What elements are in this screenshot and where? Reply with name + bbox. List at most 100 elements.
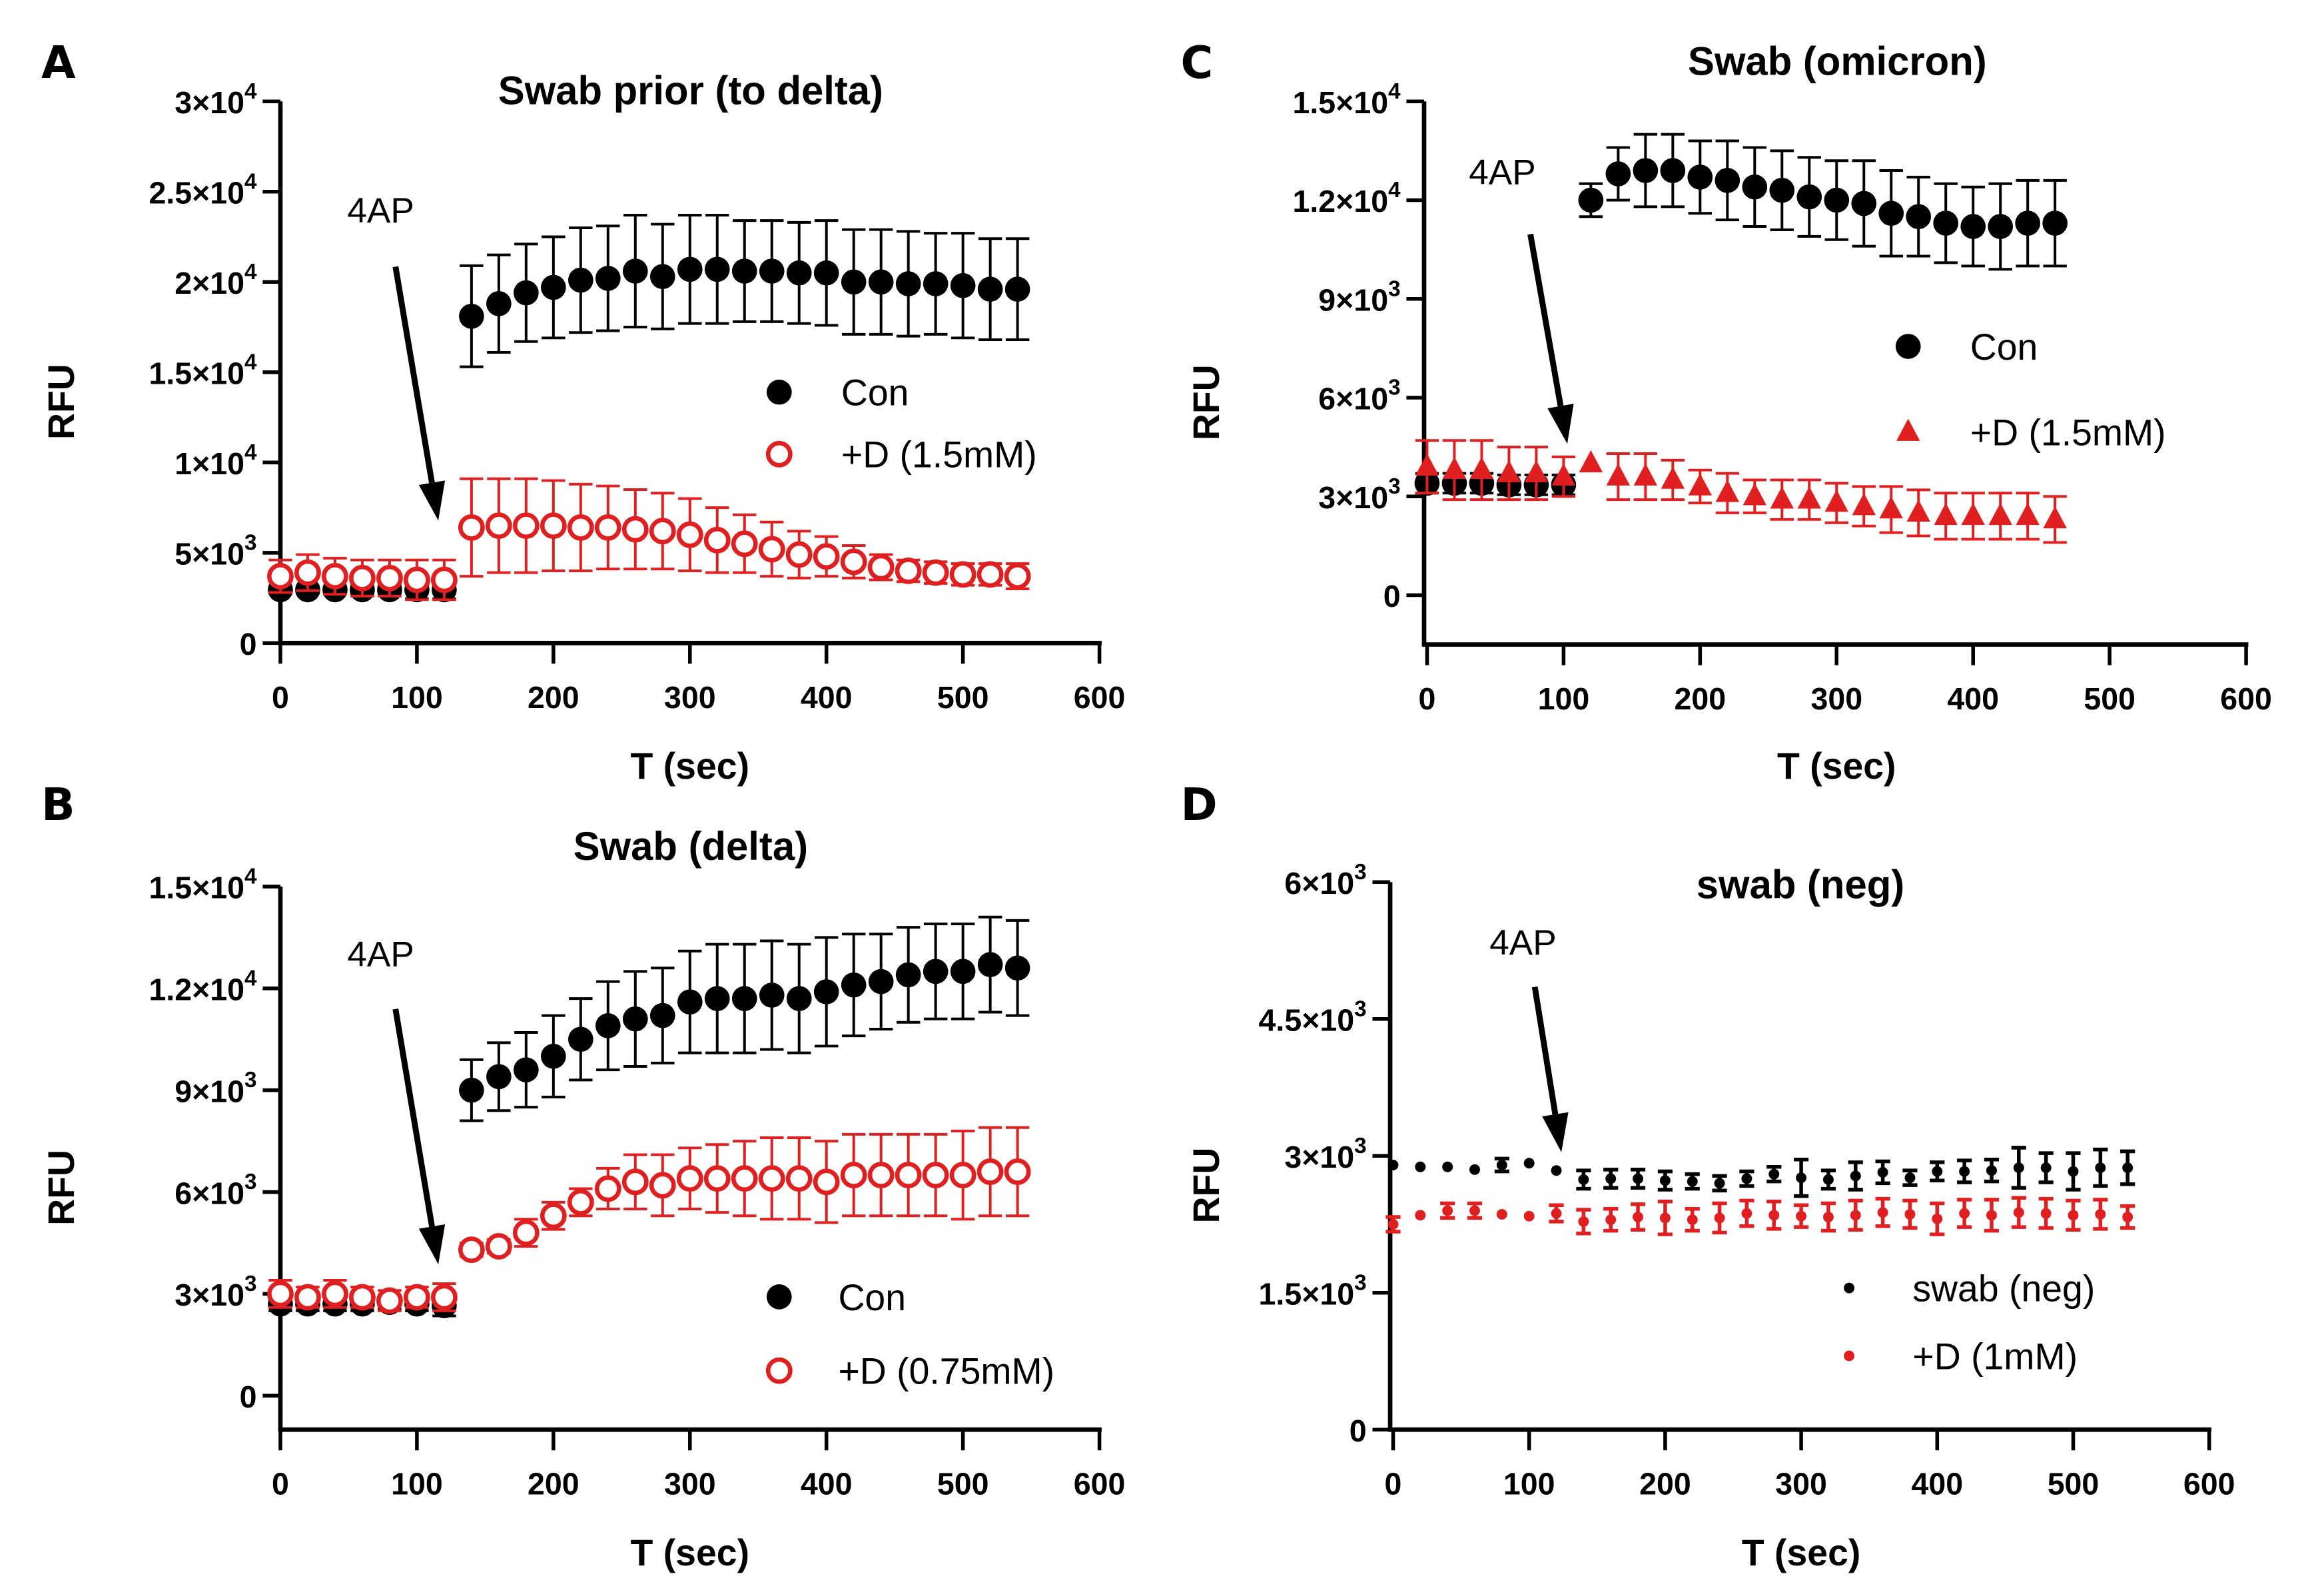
x-tick-label: 600	[1074, 1467, 1126, 1501]
x-axis-label: T (sec)	[1777, 745, 1896, 787]
data-point	[649, 264, 675, 289]
data-point	[1496, 1159, 1507, 1170]
legend-marker	[1896, 418, 1920, 441]
data-point	[594, 1175, 621, 1202]
annotation-label: 4AP	[1469, 153, 1535, 192]
data-point	[1578, 187, 1604, 213]
y-axis-label: RFU	[41, 1150, 82, 1226]
data-point	[1850, 1210, 1861, 1221]
data-point	[267, 1280, 294, 1308]
x-tick-label: 400	[1947, 681, 1999, 716]
chart-title: Swab prior (to delta)	[498, 69, 883, 113]
data-point	[1770, 486, 1794, 509]
x-tick-label: 500	[2048, 1467, 2100, 1501]
data-point	[813, 543, 840, 570]
data-point	[459, 303, 484, 329]
legend-label: +D (1.5mM)	[841, 434, 1037, 476]
data-point	[1633, 1212, 1644, 1223]
data-point	[1660, 158, 1686, 183]
y-tick-label: 9×103	[1318, 276, 1400, 317]
y-tick-label: 3×103	[1284, 1134, 1366, 1174]
data-point	[1768, 1210, 1780, 1221]
chart-title: Swab (omicron)	[1688, 39, 1987, 83]
arrow-shaft	[392, 266, 435, 484]
data-point	[813, 1168, 840, 1196]
data-point	[267, 563, 294, 590]
data-point	[1824, 490, 1848, 512]
data-point	[1442, 456, 1467, 479]
data-point	[731, 258, 757, 284]
data-point	[540, 1202, 567, 1230]
data-point	[458, 514, 485, 541]
data-point	[2015, 210, 2041, 236]
data-point	[594, 514, 621, 541]
data-point	[540, 512, 567, 540]
data-point	[1469, 1164, 1480, 1175]
x-tick-label: 500	[2084, 681, 2135, 716]
data-point	[704, 986, 730, 1011]
data-point	[677, 989, 703, 1015]
data-point	[1004, 955, 1030, 981]
arrow-shaft	[1527, 233, 1564, 407]
data-point	[2068, 1166, 2079, 1177]
data-point	[1687, 1176, 1698, 1187]
data-point	[1877, 1207, 1888, 1218]
data-point	[567, 1188, 594, 1216]
data-point	[649, 518, 676, 545]
data-point	[786, 260, 812, 286]
data-point	[621, 516, 649, 543]
y-tick-label: 0	[1383, 579, 1401, 613]
data-point	[1822, 1212, 1834, 1223]
data-point	[1415, 453, 1439, 476]
data-point	[1387, 1219, 1399, 1230]
data-point	[1906, 204, 1932, 230]
data-point	[1959, 1208, 1970, 1219]
data-point	[595, 266, 621, 291]
data-point	[1961, 502, 1985, 526]
series-treatment	[1385, 1196, 2135, 1236]
x-tick-label: 200	[528, 680, 579, 715]
arrow-shaft	[392, 1008, 435, 1228]
data-point	[1904, 1172, 1916, 1184]
data-point	[813, 260, 839, 286]
data-point	[922, 559, 949, 586]
data-point	[2095, 1208, 2106, 1220]
x-tick-label: 100	[391, 680, 443, 715]
data-point	[704, 256, 730, 282]
y-axis-label: RFU	[1186, 1148, 1227, 1224]
data-point	[1659, 1175, 1671, 1186]
panel-letter: C	[1180, 37, 1213, 89]
y-tick-label: 3×104	[175, 79, 257, 120]
data-point	[1442, 1161, 1453, 1172]
data-point	[1606, 463, 1631, 486]
annotation-label: 4AP	[1489, 923, 1556, 963]
data-point	[348, 564, 376, 592]
data-point	[430, 566, 458, 594]
x-axis-label: T (sec)	[631, 1532, 749, 1573]
panel-letter: A	[41, 37, 76, 89]
data-point	[1797, 486, 1822, 509]
data-point	[950, 959, 976, 985]
data-point	[1906, 499, 1930, 522]
data-point	[1551, 1165, 1562, 1176]
data-point	[2122, 1162, 2133, 1174]
data-point	[1578, 1216, 1589, 1227]
x-tick-label: 0	[272, 1467, 289, 1501]
data-point	[622, 258, 648, 284]
series-treatment	[1415, 439, 2067, 544]
legend-label: Con	[838, 1277, 906, 1318]
chart-title: swab (neg)	[1697, 863, 1904, 907]
data-point	[868, 969, 894, 995]
legend-label: Con	[841, 372, 909, 414]
legend-label: Con	[1970, 326, 2038, 368]
data-point	[923, 959, 949, 985]
data-point	[1605, 161, 1631, 187]
legend-marker	[765, 1357, 793, 1384]
data-point	[1714, 1178, 1725, 1189]
arrow-head-icon	[418, 1224, 446, 1265]
x-tick-label: 0	[272, 680, 289, 715]
data-point	[922, 1162, 949, 1189]
legend-marker	[766, 379, 792, 405]
data-point	[1742, 483, 1767, 506]
